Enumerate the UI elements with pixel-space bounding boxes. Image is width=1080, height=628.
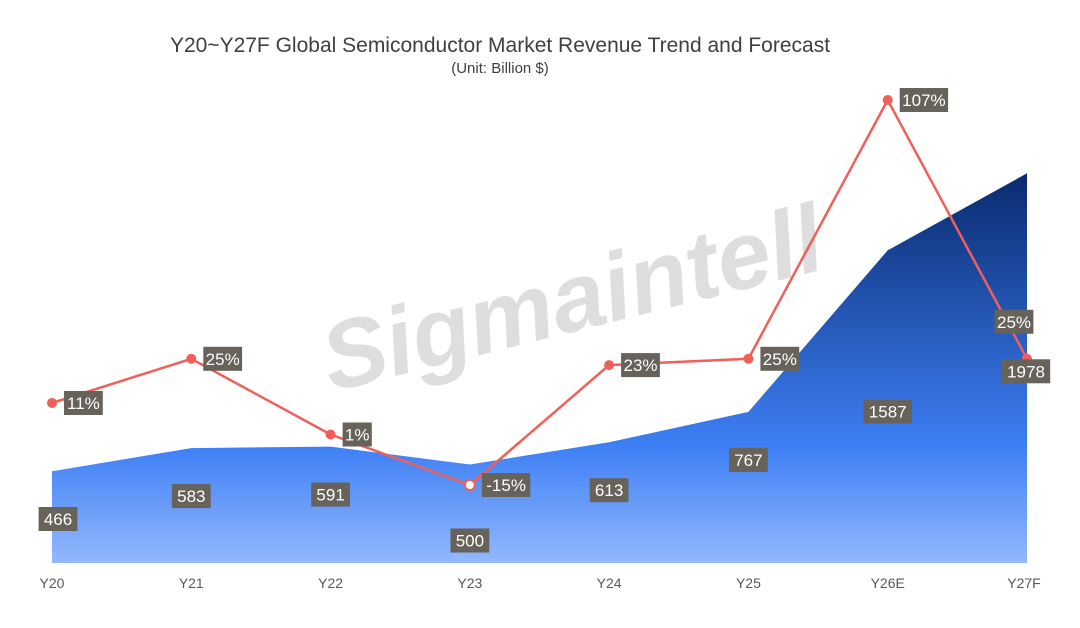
x-tick-y25: Y25 [736,575,761,591]
chart-subtitle: (Unit: Billion $) [451,60,549,77]
growth-label-y23-text: -15% [486,476,526,495]
x-tick-y27f: Y27F [1007,575,1040,591]
revenue-label-y24-bg [589,478,629,503]
growth-label-y21-bg [203,346,243,371]
growth-point-y23 [463,479,476,491]
revenue-label-y26e-bg [863,399,912,424]
revenue-area [52,173,1027,564]
revenue-label-y25-text: 767 [734,451,762,470]
revenue-label-y26e: 1587 [863,399,912,424]
growth-label-y25-text: 25% [763,350,797,369]
growth-label-y21-text: 25% [206,350,240,369]
x-tick-y22: Y22 [318,575,343,591]
growth-label-y23-bg [481,473,531,497]
revenue-label-y27f: 1978 [1001,359,1051,384]
growth-point-y24 [604,360,615,371]
growth-line [51,97,1029,487]
watermark: Sigmaintell [311,184,836,412]
revenue-label-y22-bg [311,482,350,507]
revenue-label-y24: 613 [589,478,629,503]
revenue-label-y27f-bg [1001,359,1051,384]
growth-label-y26e: 107% [899,88,949,112]
revenue-label-y20-bg [38,507,78,531]
growth-point-y20 [47,397,57,408]
growth-point-y26e [882,95,893,105]
x-tick-y23: Y23 [457,575,482,591]
x-tick-y20: Y20 [40,575,65,591]
revenue-label-y23: 500 [450,528,490,553]
revenue-label-y27f-text: 1978 [1007,362,1045,381]
growth-label-y22-text: 1% [345,426,370,445]
growth-label-y20-text: 11% [67,394,100,413]
revenue-label-y25-bg [729,447,768,472]
growth-label-y20-bg [64,391,103,415]
revenue-label-y23-text: 500 [456,532,484,551]
revenue-label-y23-bg [450,528,490,553]
revenue-label-y21-text: 583 [177,487,205,506]
growth-label-y26e-bg [899,88,949,112]
revenue-label-y20-text: 466 [44,510,72,529]
revenue-label-y26e-text: 1587 [869,402,907,421]
growth-label-y23: -15% [481,473,531,497]
revenue-label-y24-text: 613 [595,481,623,500]
growth-label-y24: 23% [621,353,660,378]
x-tick-y24: Y24 [597,575,622,591]
growth-label-y20: 11% [64,391,103,415]
growth-label-y26e-text: 107% [902,91,945,110]
x-tick-y21: Y21 [179,575,204,591]
revenue-label-y20: 466 [38,507,78,531]
growth-label-y22-bg [342,422,372,447]
growth-point-y25 [743,353,754,364]
chart-title: Y20~Y27F Global Semiconductor Market Rev… [169,34,831,57]
revenue-label-y25: 767 [729,447,768,472]
revenue-label-y22-text: 591 [316,486,344,505]
growth-label-y24-text: 23% [623,356,657,375]
growth-label-y21: 25% [203,346,243,371]
growth-label-y27f-bg [994,309,1034,334]
revenue-label-y21-bg [171,484,211,509]
growth-label-y25: 25% [760,346,800,371]
revenue-label-y21: 583 [171,484,211,509]
growth-label-y27f: 25% [994,309,1034,334]
x-tick-y26e: Y26E [871,575,905,591]
growth-label-y22: 1% [342,422,372,447]
growth-label-y27f-text: 25% [997,313,1031,332]
growth-label-y24-bg [621,353,660,378]
growth-point-y21 [186,353,197,364]
growth-point-y22 [325,429,336,440]
revenue-label-y22: 591 [311,482,350,507]
growth-label-y25-bg [760,346,800,371]
